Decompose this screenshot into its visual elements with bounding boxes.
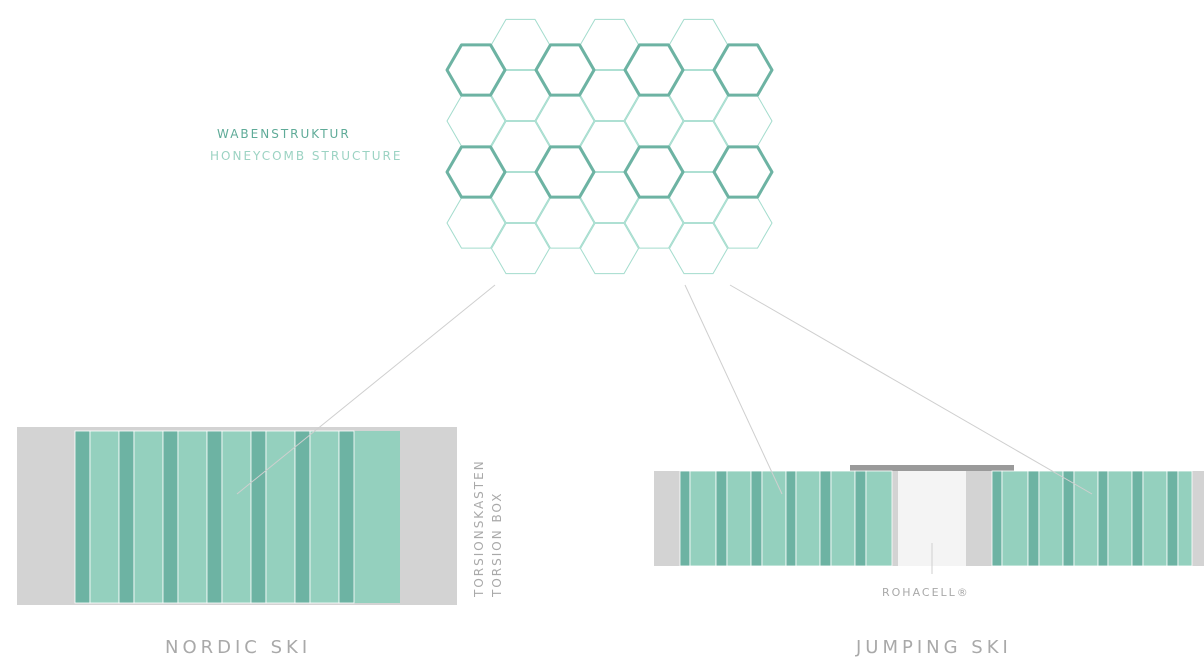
core-strip-light	[1107, 470, 1133, 567]
core-strip-light	[1073, 470, 1099, 567]
core-strip-light	[865, 470, 893, 567]
connector-line-jumping-right	[729, 284, 1093, 495]
core-strip-light	[1001, 470, 1029, 567]
core-strip-dark	[338, 430, 355, 604]
core-strip-light	[133, 430, 164, 604]
jumping-ski-core-right	[991, 470, 1193, 567]
honeycomb-label-en: HONEYCOMB STRUCTURE	[210, 149, 403, 163]
jumping-ski-core-left	[679, 470, 893, 567]
honeycomb-cell	[491, 222, 550, 275]
core-strip-dark	[1097, 470, 1109, 567]
torsion-box-label-de: TORSIONSKASTEN	[472, 459, 486, 597]
nordic-ski-cross-section	[17, 427, 457, 605]
honeycomb-cell-bold	[623, 43, 685, 97]
core-strip-dark	[750, 470, 763, 567]
core-strip-light	[795, 470, 821, 567]
core-strip-dark	[294, 430, 311, 604]
core-strip-dark	[819, 470, 832, 567]
honeycomb-cell-bold	[445, 145, 507, 199]
honeycomb-cell-bold	[534, 145, 596, 199]
top-plate	[850, 465, 1014, 471]
honeycomb-cell-bold	[712, 145, 774, 199]
core-strip-light	[761, 470, 787, 567]
honeycomb-cell	[669, 222, 728, 275]
rohacell-label: ROHACELL®	[882, 586, 970, 599]
core-strip-light	[689, 470, 717, 567]
honeycomb-label-de: WABENSTRUKTUR	[217, 127, 351, 141]
connector-line-nordic	[236, 284, 496, 495]
core-strip-light	[726, 470, 752, 567]
torsion-box-label-en: TORSION BOX	[490, 491, 504, 597]
torsion-box-label: TORSIONSKASTEN TORSION BOX	[470, 437, 518, 597]
core-strip-dark	[162, 430, 179, 604]
core-strip-dark	[250, 430, 267, 604]
core-strip-light	[309, 430, 340, 604]
core-strip-light	[221, 430, 252, 604]
honeycomb-cell-bold	[534, 43, 596, 97]
core-strip-dark	[679, 470, 691, 567]
core-strip-dark	[118, 430, 135, 604]
honeycomb-cell-bold	[623, 145, 685, 199]
jumping-ski-cross-section	[654, 465, 1204, 567]
core-strip-dark	[1166, 470, 1179, 567]
honeycomb-cell	[580, 222, 639, 275]
core-strip-dark	[1062, 470, 1075, 567]
core-strip-dark	[1027, 470, 1040, 567]
core-strip-light	[1142, 470, 1168, 567]
core-strip-dark	[206, 430, 223, 604]
core-strip-light	[177, 430, 208, 604]
core-strip-light	[830, 470, 856, 567]
nordic-ski-title: NORDIC SKI	[165, 637, 312, 658]
core-strip-dark	[854, 470, 867, 567]
core-strip-dark	[785, 470, 797, 567]
core-strip-light	[1177, 470, 1193, 567]
jumping-ski-title: JUMPING SKI	[856, 637, 1012, 658]
core-strip-light	[265, 430, 296, 604]
core-strip-dark	[74, 430, 91, 604]
core-strip-dark	[1131, 470, 1144, 567]
core-strip-light	[1038, 470, 1064, 567]
honeycomb-cell-bold	[445, 43, 507, 97]
connector-lines	[236, 284, 1093, 574]
core-strip-light	[89, 430, 120, 604]
connector-line-jumping-left	[684, 284, 783, 495]
nordic-ski-core	[74, 430, 400, 604]
honeycomb-cell-bold	[712, 43, 774, 97]
core-strip-dark	[715, 470, 728, 567]
core-strip-dark	[991, 470, 1003, 567]
honeycomb-structure	[445, 18, 774, 275]
